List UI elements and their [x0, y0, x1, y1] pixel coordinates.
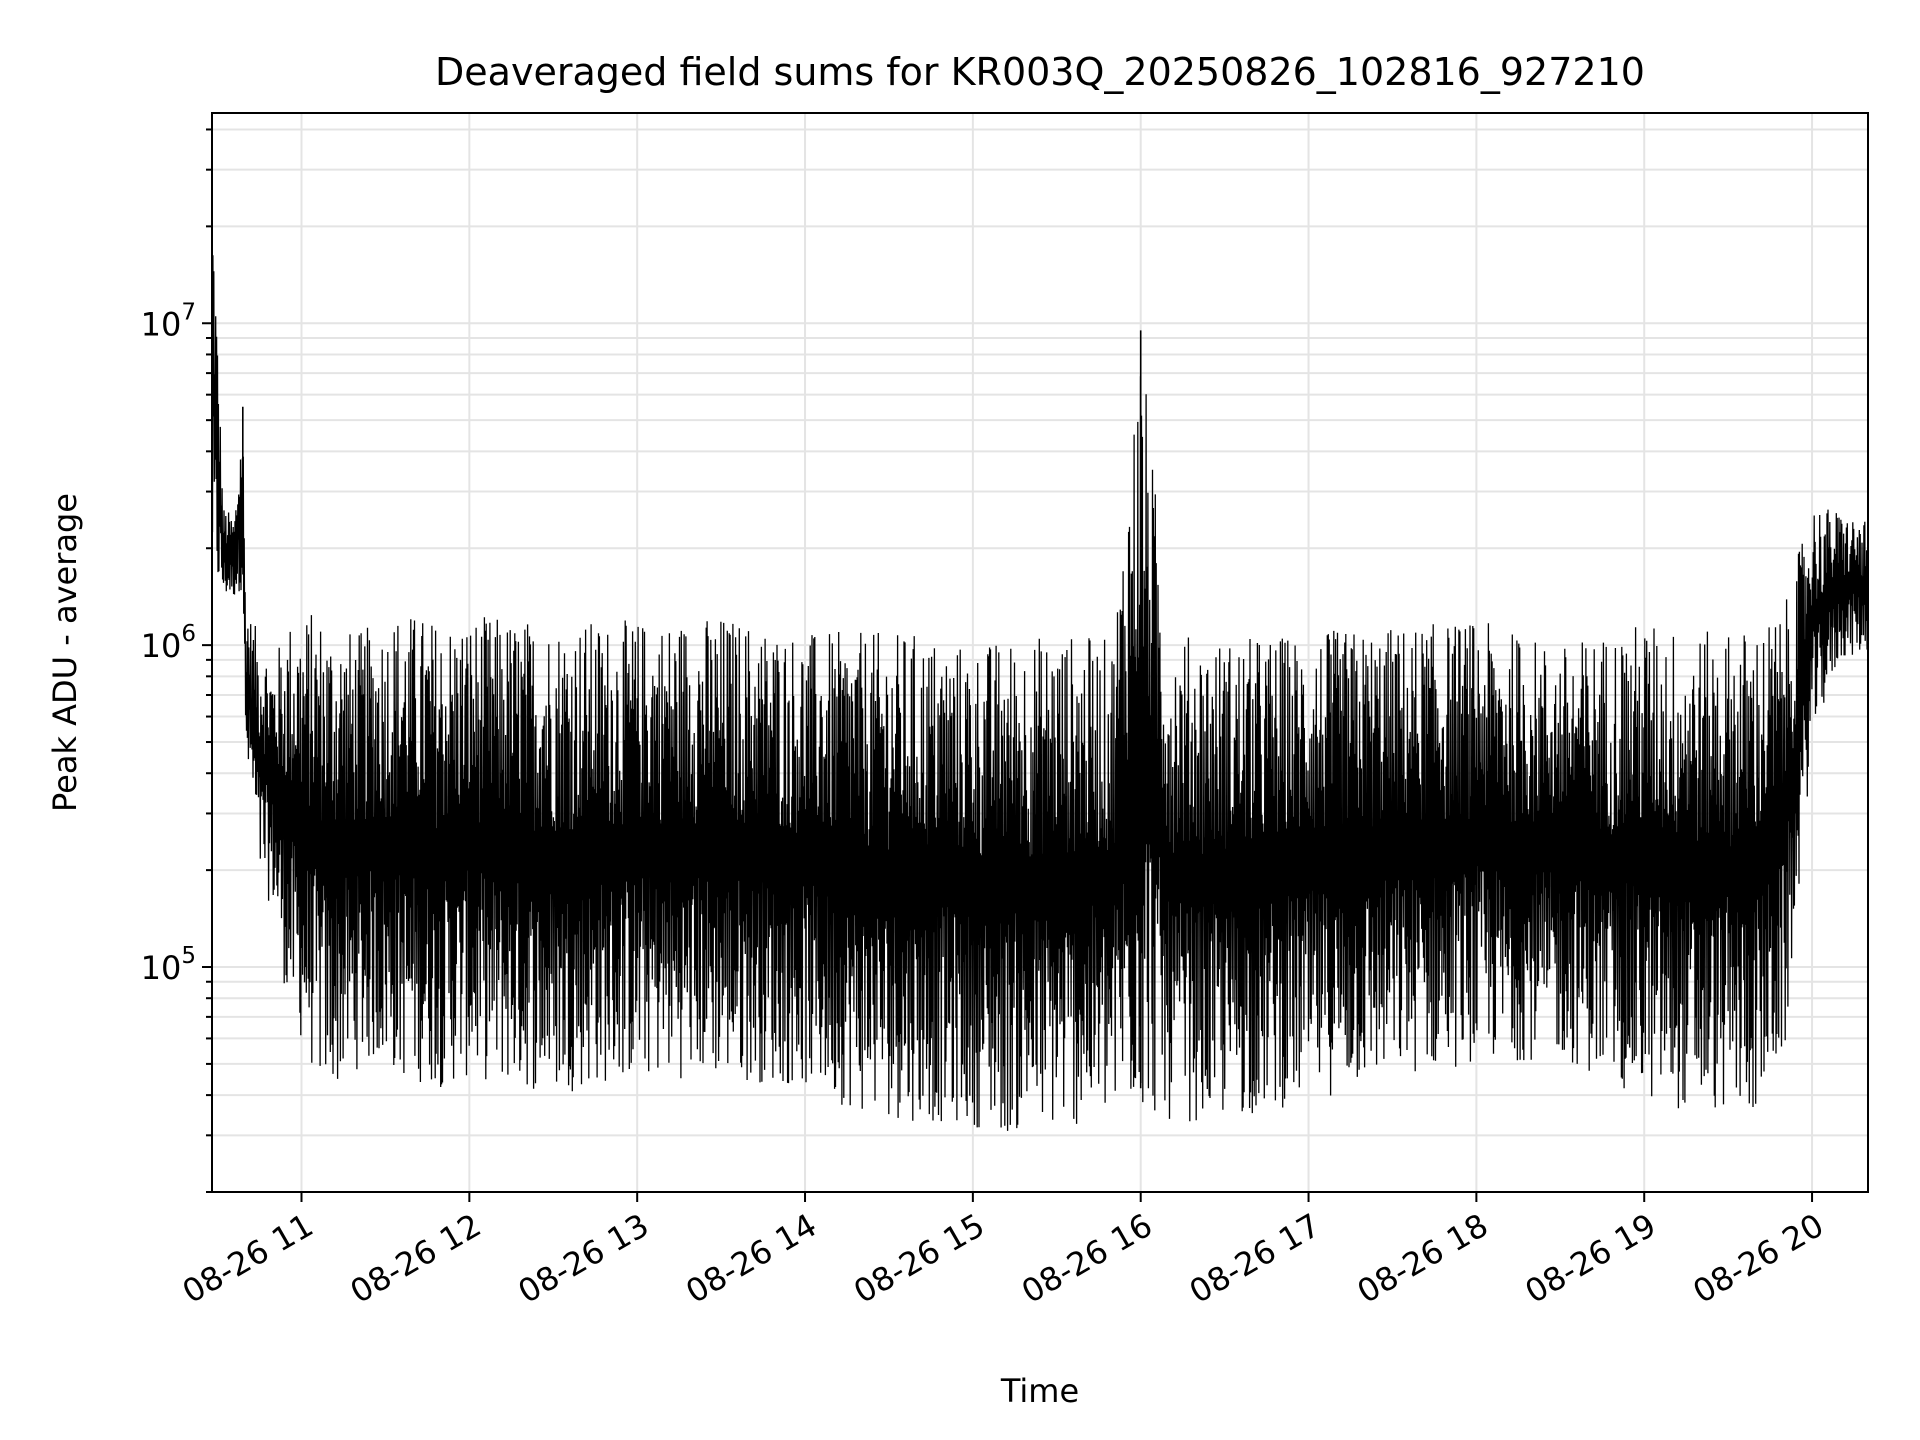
plot-area-frame	[211, 112, 1869, 1193]
y-tick-label: 105	[141, 943, 196, 987]
x-axis-label: Time	[1000, 1372, 1079, 1410]
series-line	[211, 226, 1869, 1131]
y-tick-label: 107	[141, 299, 196, 343]
chart-title: Deaveraged field sums for KR003Q_2025082…	[435, 50, 1645, 94]
y-axis-label: Peak ADU - average	[46, 493, 84, 812]
y-tick-label: 106	[141, 621, 196, 665]
